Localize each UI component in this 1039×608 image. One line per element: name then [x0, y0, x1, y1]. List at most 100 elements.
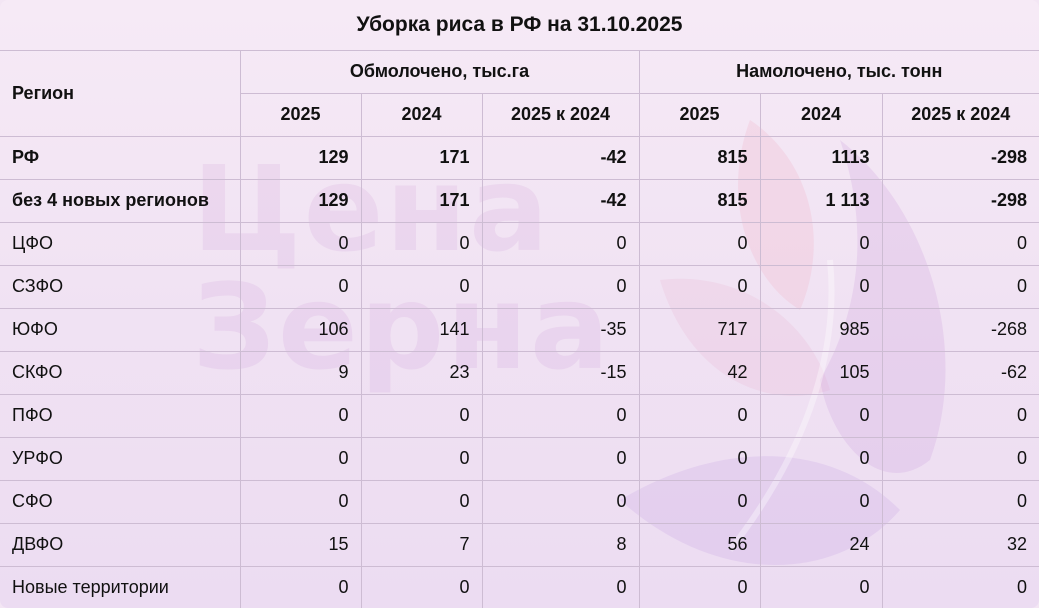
- value-cell-b25: 717: [638, 307, 761, 352]
- value-cell-ad: 0: [481, 565, 640, 608]
- value-cell-a25: 0: [239, 479, 362, 524]
- header-row-years: 2025 2024 2025 к 2024 2025 2024 2025 к 2…: [0, 92, 1039, 136]
- value-cell-b24: 24: [759, 522, 883, 567]
- value-cell-a24: 0: [360, 436, 483, 481]
- value-cell-bd: -298: [881, 135, 1039, 180]
- value-cell-a24: 0: [360, 264, 483, 309]
- value-cell-ad: 0: [481, 479, 640, 524]
- value-cell-a24: 0: [360, 479, 483, 524]
- value-cell-bd: 0: [881, 565, 1039, 608]
- region-name-cell: ДВФО: [0, 522, 241, 567]
- value-cell-ad: 0: [481, 436, 640, 481]
- area-2025-header: 2025: [240, 92, 362, 136]
- region-name-cell: РФ: [0, 135, 241, 180]
- value-cell-bd: 0: [881, 221, 1039, 266]
- table-row: РФ 129 171 -42 815 1113 -298: [0, 135, 1039, 180]
- value-cell-bd: -62: [881, 350, 1039, 395]
- table-row: без 4 новых регионов 129 171 -42 815 1 113 -29…: [0, 178, 1039, 223]
- area-diff-header: 2025 к 2024: [481, 92, 640, 136]
- value-cell-a25: 0: [239, 264, 362, 309]
- value-cell-a24: 141: [360, 307, 483, 352]
- table-body: РФ 129 171 -42 815 1113 -298 без 4 новых регион…: [0, 135, 1039, 608]
- table-row: УРФО 0 0 0 0 0 0: [0, 436, 1039, 481]
- value-cell-ad: 8: [481, 522, 640, 567]
- value-cell-b25: 815: [638, 178, 761, 223]
- value-cell-a24: 7: [360, 522, 483, 567]
- value-cell-b24: 0: [759, 436, 883, 481]
- yield-2024-header: 2024: [759, 92, 883, 136]
- value-cell-a25: 0: [239, 393, 362, 438]
- value-cell-ad: -42: [481, 135, 640, 180]
- value-cell-b24: 0: [759, 565, 883, 608]
- threshed-area-header: Обмолочено, тыс.га: [239, 49, 640, 94]
- value-cell-bd: 32: [881, 522, 1039, 567]
- value-cell-b24: 1113: [759, 135, 883, 180]
- value-cell-a25: 129: [239, 135, 362, 180]
- value-cell-a24: 171: [360, 135, 483, 180]
- value-cell-a25: 106: [239, 307, 362, 352]
- value-cell-a24: 0: [360, 565, 483, 608]
- region-name-cell: СФО: [0, 479, 241, 524]
- value-cell-b24: 1 113: [759, 178, 883, 223]
- header-row-groups: Регион Обмолочено, тыс.га Намолочено, ты…: [0, 49, 1039, 137]
- value-cell-a25: 0: [239, 221, 362, 266]
- value-cell-ad: 0: [481, 393, 640, 438]
- table-row: ЮФО 106 141 -35 717 985 -268: [0, 307, 1039, 352]
- value-cell-a25: 9: [239, 350, 362, 395]
- value-cell-ad: 0: [481, 264, 640, 309]
- table-title: Уборка риса в РФ на 31.10.2025: [0, 0, 1039, 51]
- region-column-header: Регион: [0, 49, 241, 137]
- value-cell-b24: 0: [759, 393, 883, 438]
- value-cell-bd: -298: [881, 178, 1039, 223]
- title-row: Уборка риса в РФ на 31.10.2025: [0, 0, 1039, 51]
- value-cell-b24: 105: [759, 350, 883, 395]
- region-name-cell: Новые территории: [0, 565, 241, 608]
- table-row: ПФО 0 0 0 0 0 0: [0, 393, 1039, 438]
- value-cell-bd: -268: [881, 307, 1039, 352]
- value-cell-a25: 0: [239, 565, 362, 608]
- table-row: СКФО 9 23 -15 42 105 -62: [0, 350, 1039, 395]
- value-cell-a25: 129: [239, 178, 362, 223]
- value-cell-a25: 15: [239, 522, 362, 567]
- value-cell-a24: 0: [360, 221, 483, 266]
- region-name-cell: без 4 новых регионов: [0, 178, 241, 223]
- region-name-cell: СКФО: [0, 350, 241, 395]
- area-2024-header: 2024: [360, 92, 483, 136]
- value-cell-b25: 0: [638, 436, 761, 481]
- yield-diff-header: 2025 к 2024: [881, 92, 1039, 136]
- value-cell-bd: 0: [881, 264, 1039, 309]
- value-cell-ad: -42: [481, 178, 640, 223]
- value-cell-b25: 0: [638, 393, 761, 438]
- value-cell-a24: 23: [360, 350, 483, 395]
- region-name-cell: ЦФО: [0, 221, 241, 266]
- region-name-cell: ПФО: [0, 393, 241, 438]
- value-cell-a24: 171: [360, 178, 483, 223]
- region-name-cell: ЮФО: [0, 307, 241, 352]
- value-cell-b25: 0: [638, 264, 761, 309]
- value-cell-b25: 815: [638, 135, 761, 180]
- value-cell-bd: 0: [881, 479, 1039, 524]
- value-cell-a25: 0: [239, 436, 362, 481]
- value-cell-b25: 56: [638, 522, 761, 567]
- table-row: СФО 0 0 0 0 0 0: [0, 479, 1039, 524]
- region-name-cell: УРФО: [0, 436, 241, 481]
- value-cell-b24: 0: [759, 479, 883, 524]
- table-row: ЦФО 0 0 0 0 0 0: [0, 221, 1039, 266]
- value-cell-bd: 0: [881, 436, 1039, 481]
- value-cell-b25: 0: [638, 221, 761, 266]
- yield-2025-header: 2025: [638, 92, 761, 136]
- value-cell-b25: 42: [638, 350, 761, 395]
- region-name-cell: СЗФО: [0, 264, 241, 309]
- value-cell-b24: 985: [759, 307, 883, 352]
- table-row: Новые территории 0 0 0 0 0 0: [0, 565, 1039, 608]
- table-row: СЗФО 0 0 0 0 0 0: [0, 264, 1039, 309]
- table-row: ДВФО 15 7 8 56 24 32: [0, 522, 1039, 567]
- value-cell-bd: 0: [881, 393, 1039, 438]
- value-cell-ad: -35: [481, 307, 640, 352]
- value-cell-b24: 0: [759, 221, 883, 266]
- value-cell-b25: 0: [638, 479, 761, 524]
- value-cell-b24: 0: [759, 264, 883, 309]
- value-cell-b25: 0: [638, 565, 761, 608]
